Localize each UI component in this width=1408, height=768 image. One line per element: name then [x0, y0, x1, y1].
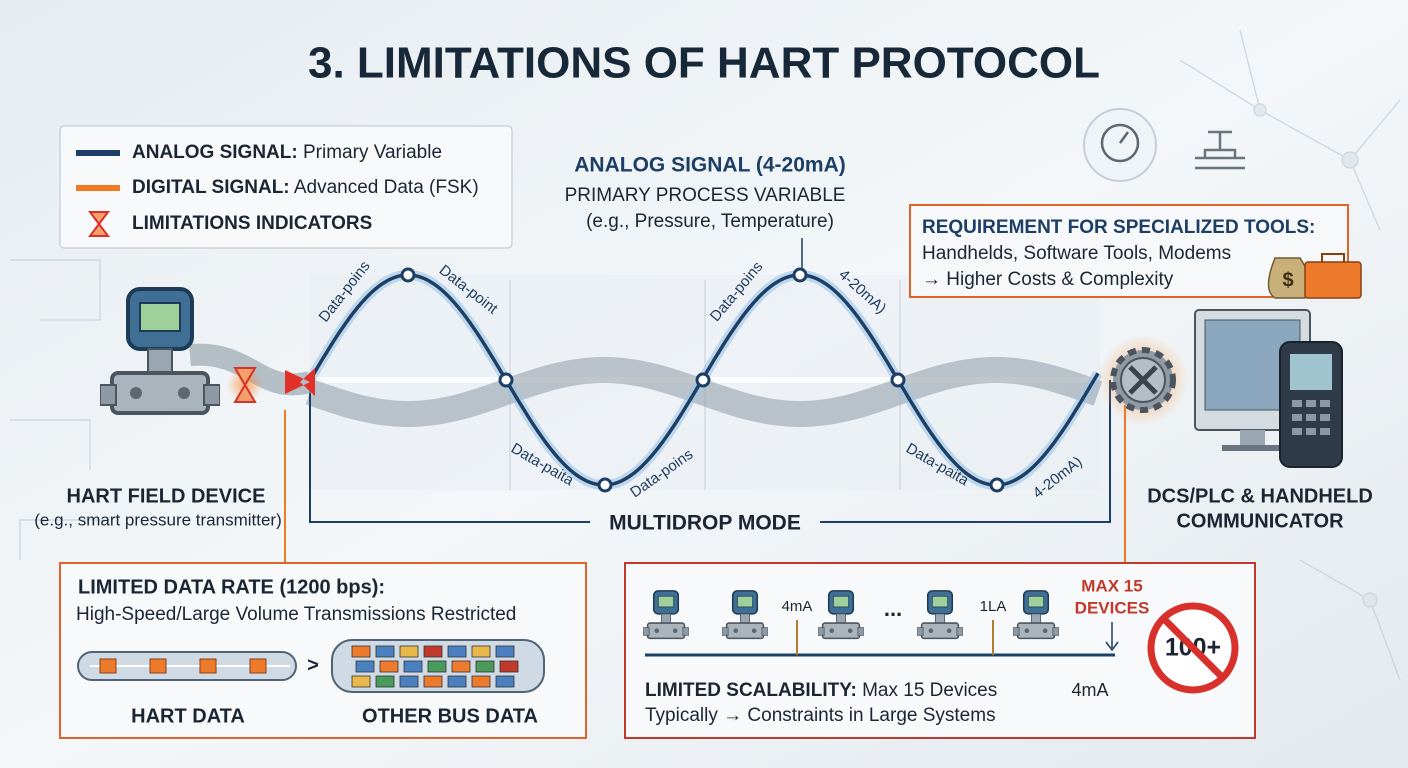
toolbox-icon [1304, 253, 1362, 299]
bus-pipe [331, 639, 545, 693]
scalability-title: LIMITED SCALABILITY: [645, 680, 857, 701]
max-badge: DEVICES [1075, 598, 1150, 617]
current-label: 1LA [980, 598, 1007, 615]
host-line: COMMUNICATOR [1176, 510, 1344, 532]
money-bag-icon: $ [1267, 257, 1310, 299]
multidrop-bracket [309, 380, 1111, 523]
hart-data-label: HART DATA [131, 705, 245, 727]
bus-data-label: OTHER BUS DATA [362, 705, 538, 727]
tools-line: → Higher Costs & Complexity [922, 269, 1174, 290]
tools-panel: REQUIREMENT FOR SPECIALIZED TOOLS: Handh… [909, 204, 1362, 299]
money-symbol: $ [1282, 269, 1293, 291]
legend-label: LIMITATIONS INDICATORS [132, 213, 372, 234]
max-badge: MAX 15 [1081, 576, 1142, 595]
network-decoration [10, 29, 1401, 681]
hourglass-swatch [88, 211, 110, 237]
tools-line: Handhelds, Software Tools, Modems [922, 243, 1231, 264]
hart-pipe [77, 651, 297, 681]
gauge-icon [1083, 108, 1157, 182]
legend-item: ANALOG SIGNAL: Primary Variable [132, 142, 442, 163]
data-rate-panel: LIMITED DATA RATE (1200 bps): High-Speed… [59, 562, 587, 739]
host-line: DCS/PLC & HANDHELD [1147, 485, 1373, 507]
legend-text: Primary Variable [303, 142, 442, 163]
data-rate-title: LIMITED DATA RATE (1200 bps): [78, 576, 385, 598]
wave-node [597, 477, 613, 493]
legend-item: DIGITAL SIGNAL: Advanced Data (FSK) [132, 177, 479, 198]
title: 3. LIMITATIONS OF HART PROTOCOL [308, 39, 1100, 88]
callout-line: PRIMARY PROCESS VARIABLE [565, 185, 846, 206]
comparison-sign: > [307, 654, 319, 676]
data-rate-subtitle: High-Speed/Large Volume Transmissions Re… [76, 604, 516, 625]
scalability-panel: 4mA ... 1LA MAX 15 DEVICES 100+ LIMITED … [624, 562, 1256, 739]
device-subtitle: (e.g., smart pressure transmitter) [34, 510, 282, 529]
scalability-line: LIMITED SCALABILITY: Max 15 Devices [645, 680, 997, 701]
wave-node [792, 267, 808, 283]
wave-node [890, 372, 906, 388]
host-equipment-icon [1098, 309, 1343, 468]
wave-node [989, 477, 1005, 493]
wave-node [695, 372, 711, 388]
no-sign: 100+ [1147, 602, 1239, 694]
legend: ANALOG SIGNAL: Primary Variable DIGITAL … [59, 125, 513, 249]
scalability-text: Max 15 Devices [862, 680, 997, 701]
callout-heading: ANALOG SIGNAL (4-20mA) [574, 154, 845, 177]
scalability-line: Typically → Constraints in Large Systems [645, 705, 996, 726]
multidrop-label: MULTIDROP MODE [609, 512, 801, 535]
field-device-icon [100, 289, 315, 413]
legend-text: Advanced Data (FSK) [294, 177, 479, 198]
ellipsis: ... [884, 596, 902, 621]
device-title: HART FIELD DEVICE [67, 485, 266, 507]
side-label: 4mA [1071, 680, 1108, 700]
tools-title: REQUIREMENT FOR SPECIALIZED TOOLS: [922, 217, 1315, 238]
wave-node [400, 267, 416, 283]
legend-label: ANALOG SIGNAL: [132, 142, 298, 163]
wave-node [498, 372, 514, 388]
valve-icon [1195, 130, 1245, 170]
current-label: 4mA [782, 598, 813, 615]
max-arrow [1105, 622, 1119, 652]
legend-box [59, 125, 513, 249]
legend-label: DIGITAL SIGNAL: [132, 177, 290, 198]
callout-line: (e.g., Pressure, Temperature) [586, 211, 834, 232]
signal-waves [305, 267, 1103, 493]
digital-tube [305, 357, 1103, 427]
